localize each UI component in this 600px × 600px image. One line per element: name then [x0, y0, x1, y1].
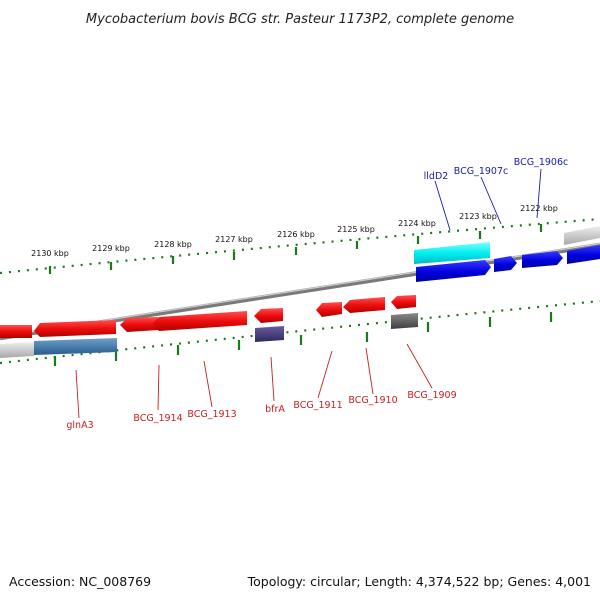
gene-label-BCG-1910[interactable]: BCG_1910	[348, 395, 397, 406]
gene-BCG-1907c-arrow[interactable]	[494, 256, 517, 272]
gene-label-bfrA[interactable]: bfrA	[265, 404, 285, 415]
gene-BCG-1909-arrow[interactable]	[391, 295, 416, 309]
gene-label-glnA3[interactable]: glnA3	[66, 420, 93, 431]
gene-reverse-arrow[interactable]	[0, 325, 32, 338]
gene-glnA3-arrow[interactable]	[34, 320, 116, 337]
upper-major-ticks	[48, 224, 543, 274]
kbp-label: 2128 kbp	[154, 240, 192, 249]
map-title: Mycobacterium bovis BCG str. Pasteur 117…	[86, 12, 514, 27]
gene-label-BCG-1913[interactable]: BCG_1913	[187, 409, 236, 420]
gene-feature-gray[interactable]	[0, 342, 34, 358]
kbp-label: 2129 kbp	[92, 244, 130, 253]
kbp-label: 2123 kbp	[459, 212, 497, 221]
kbp-label: 2124 kbp	[398, 219, 436, 228]
gene-BCG-1906c-arrow[interactable]	[522, 251, 563, 268]
kbp-label: 2122 kbp	[520, 204, 558, 213]
gene-BCG-1913-arrow[interactable]	[152, 311, 247, 331]
gene-bfrA-arrow[interactable]	[254, 308, 283, 323]
gene-label-lldD2[interactable]: lldD2	[424, 171, 449, 182]
gene-label-BCG-1906c[interactable]: BCG_1906c	[514, 157, 569, 168]
gene-BCG-1910-arrow[interactable]	[343, 297, 385, 313]
accession-text: Accession: NC_008769	[9, 574, 151, 589]
genome-summary-text: Topology: circular; Length: 4,374,522 bp…	[247, 574, 591, 589]
kbp-label: 2125 kbp	[337, 225, 375, 234]
kbp-label: 2126 kbp	[277, 230, 315, 239]
gene-BCG-1909-feature[interactable]	[391, 313, 418, 329]
gene-BCG-1911-arrow[interactable]	[316, 302, 342, 317]
gene-label-BCG-1907c[interactable]: BCG_1907c	[454, 166, 509, 177]
gene-lldD2-arrow[interactable]	[416, 260, 491, 282]
lower-major-ticks	[53, 312, 553, 366]
upper-leader-lines	[434, 168, 542, 231]
gene-label-BCG-1914[interactable]: BCG_1914	[133, 413, 182, 424]
gene-bfrA-feature[interactable]	[255, 326, 284, 342]
gene-lldD2-feature[interactable]	[414, 242, 490, 264]
gene-forward-arrow[interactable]	[567, 245, 600, 264]
gene-label-BCG-1909[interactable]: BCG_1909	[407, 390, 456, 401]
gene-feature-gray[interactable]	[564, 226, 600, 245]
gene-BCG-1914-arrow[interactable]	[120, 317, 158, 332]
kbp-label: 2130 kbp	[31, 249, 69, 258]
gene-glnA3-feature[interactable]	[34, 338, 117, 355]
lower-leader-lines	[75, 343, 433, 419]
gene-label-BCG-1911[interactable]: BCG_1911	[293, 400, 342, 411]
kbp-label: 2127 kbp	[215, 235, 253, 244]
